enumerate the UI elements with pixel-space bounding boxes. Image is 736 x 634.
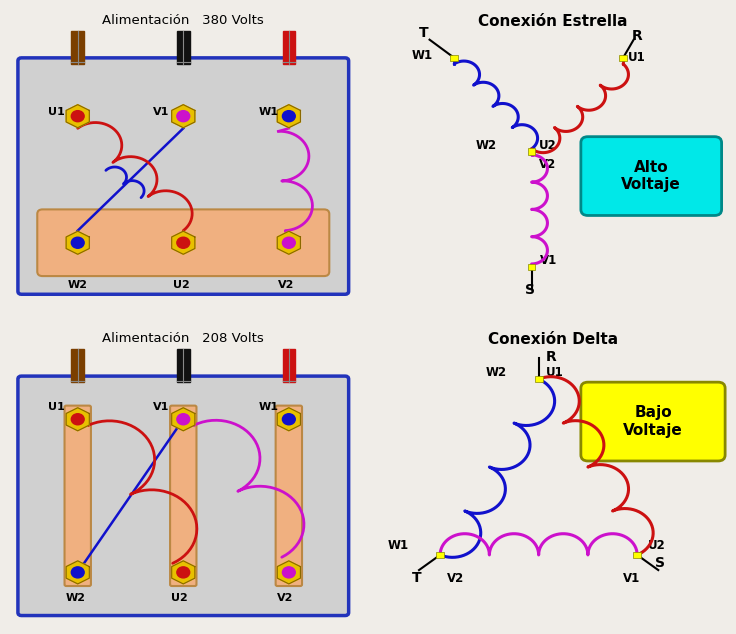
Polygon shape (277, 231, 300, 254)
Text: Alto
Voltaje: Alto Voltaje (621, 160, 681, 192)
Polygon shape (171, 408, 195, 430)
Polygon shape (66, 408, 89, 430)
Text: Alimentación   380 Volts: Alimentación 380 Volts (102, 14, 264, 27)
Text: V1: V1 (153, 402, 170, 412)
Circle shape (283, 237, 295, 249)
Circle shape (177, 414, 190, 425)
Circle shape (177, 237, 190, 249)
Text: U1: U1 (629, 51, 646, 64)
Text: V2: V2 (278, 280, 294, 290)
Text: W2: W2 (486, 366, 507, 379)
Text: Conexión Estrella: Conexión Estrella (478, 14, 628, 29)
Text: W1: W1 (259, 107, 279, 117)
FancyBboxPatch shape (581, 382, 725, 461)
Polygon shape (277, 561, 300, 584)
Text: W2: W2 (67, 280, 87, 290)
Bar (535, 376, 542, 382)
Text: V2: V2 (539, 158, 556, 171)
Text: R: R (545, 350, 556, 364)
Bar (450, 55, 458, 61)
Polygon shape (66, 231, 89, 254)
Circle shape (71, 414, 84, 425)
Circle shape (177, 567, 190, 578)
FancyBboxPatch shape (38, 209, 329, 276)
Text: W1: W1 (387, 539, 408, 552)
Polygon shape (277, 105, 300, 127)
Text: V1: V1 (623, 573, 640, 585)
Polygon shape (71, 30, 84, 64)
Text: T: T (412, 571, 422, 585)
Bar (619, 55, 627, 61)
Polygon shape (66, 561, 89, 584)
Circle shape (71, 567, 84, 578)
Text: W1: W1 (412, 49, 433, 62)
FancyBboxPatch shape (65, 406, 91, 586)
Polygon shape (283, 349, 295, 382)
Circle shape (283, 567, 295, 578)
Text: Alimentación   208 Volts: Alimentación 208 Volts (102, 332, 264, 345)
Text: R: R (632, 29, 643, 42)
Text: U2: U2 (173, 280, 189, 290)
Text: Bajo
Voltaje: Bajo Voltaje (623, 405, 683, 437)
Text: Conexión Delta: Conexión Delta (488, 332, 618, 347)
Bar (528, 148, 536, 155)
Circle shape (283, 111, 295, 122)
Circle shape (71, 111, 84, 122)
Circle shape (283, 414, 295, 425)
Circle shape (71, 237, 84, 249)
Text: V2: V2 (447, 573, 464, 585)
Polygon shape (277, 408, 300, 430)
Text: S: S (655, 556, 665, 570)
Text: U2: U2 (539, 139, 556, 152)
Polygon shape (177, 30, 190, 64)
FancyBboxPatch shape (18, 58, 349, 294)
Polygon shape (71, 349, 84, 382)
Polygon shape (171, 105, 195, 127)
Text: V1: V1 (540, 254, 558, 267)
Bar (528, 264, 536, 270)
FancyBboxPatch shape (581, 137, 721, 216)
Polygon shape (171, 231, 195, 254)
Bar (633, 552, 641, 559)
Text: W1: W1 (259, 402, 279, 412)
Text: U1: U1 (48, 402, 65, 412)
Text: U1: U1 (545, 366, 564, 379)
FancyBboxPatch shape (170, 406, 197, 586)
Bar (436, 552, 444, 559)
FancyBboxPatch shape (18, 376, 349, 616)
Text: U2: U2 (171, 593, 188, 604)
Text: W2: W2 (66, 593, 85, 604)
Circle shape (177, 111, 190, 122)
Text: W2: W2 (475, 139, 497, 152)
Text: U2: U2 (648, 539, 665, 552)
Text: V1: V1 (153, 107, 170, 117)
Text: T: T (419, 25, 428, 40)
Text: U1: U1 (48, 107, 65, 117)
Text: V2: V2 (277, 593, 293, 604)
FancyBboxPatch shape (276, 406, 302, 586)
Polygon shape (66, 105, 89, 127)
Polygon shape (171, 561, 195, 584)
Polygon shape (177, 349, 190, 382)
Text: S: S (525, 283, 534, 297)
Polygon shape (283, 30, 295, 64)
